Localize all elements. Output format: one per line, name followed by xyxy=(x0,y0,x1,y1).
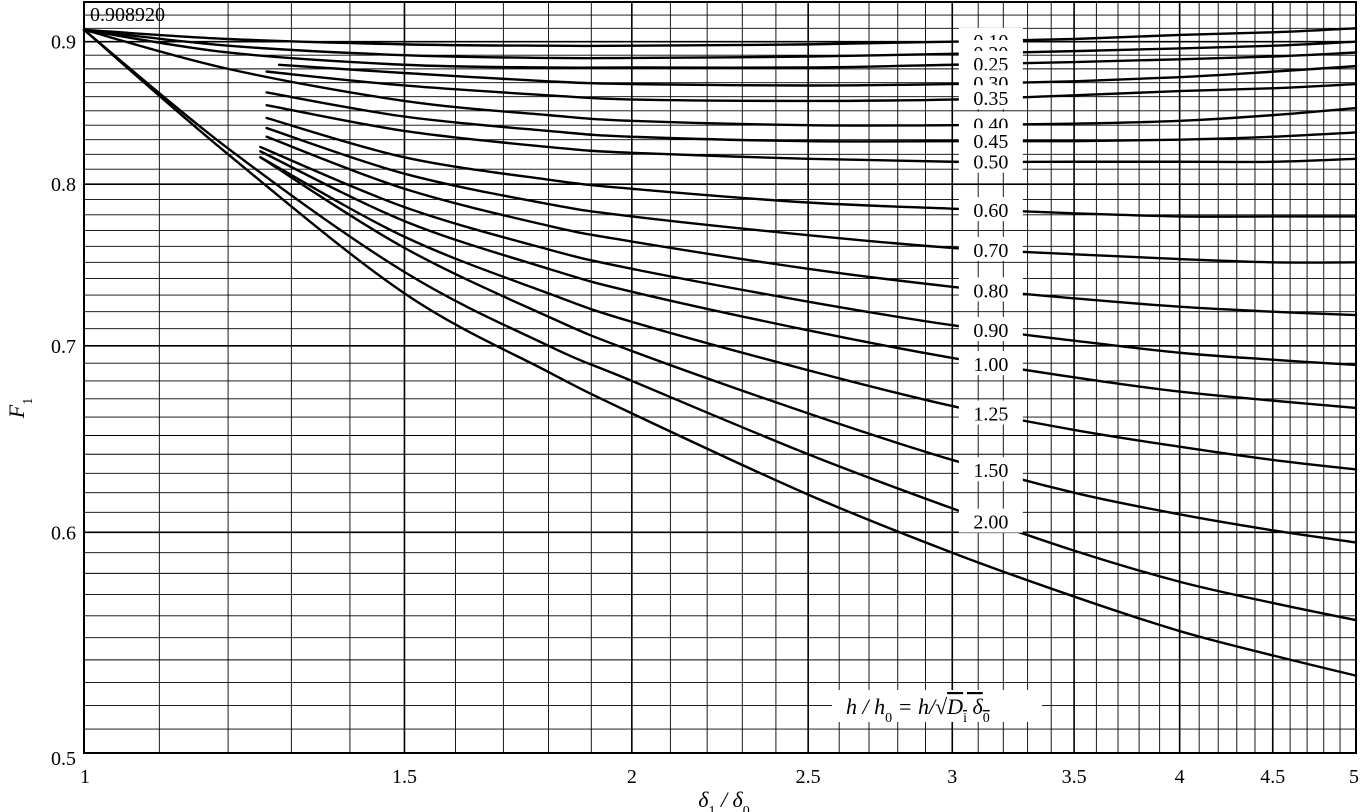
series-label: 0.35 xyxy=(973,88,1008,110)
series-label: 0.60 xyxy=(973,200,1008,222)
series-label: 1.25 xyxy=(973,404,1008,426)
y-tick-label: 0.5 xyxy=(51,748,76,770)
x-tick-label: 4 xyxy=(1175,766,1185,788)
series-line xyxy=(265,91,1358,143)
y-tick-label: 0.9 xyxy=(51,32,76,54)
series-label-bg xyxy=(958,148,1023,173)
plot-frame xyxy=(83,1,1357,754)
curve-labels: 0.100.200.250.300.350.400.450.500.600.70… xyxy=(958,27,1023,534)
series-line xyxy=(265,103,1358,164)
y-tick-label: 0.6 xyxy=(51,522,76,544)
grid xyxy=(83,1,1357,754)
series-line xyxy=(82,28,1358,69)
series-label-bg xyxy=(958,508,1023,533)
series-line xyxy=(82,28,1358,677)
y-axis-title-text: F1 xyxy=(4,398,36,419)
x-tick-label: 4.5 xyxy=(1260,766,1285,788)
series-line xyxy=(259,156,1358,544)
x-tick-label: 1 xyxy=(80,766,90,788)
series-line xyxy=(265,126,1358,264)
series-line xyxy=(265,116,1358,218)
series-label-bg xyxy=(958,128,1023,153)
series-line xyxy=(277,63,1358,87)
series-label: 0.90 xyxy=(973,320,1008,342)
series-line xyxy=(82,28,1358,127)
series-line xyxy=(265,135,1358,317)
x-axis-title: δ1 / δ0 xyxy=(698,787,750,812)
tick-labels: 1 1.5 2 2.5 3 3.5 4 4.5 5 0.5 0.6 0.7 0.8 0.9 xyxy=(51,32,1359,788)
y-axis-title: F1 xyxy=(4,398,36,419)
x-tick-label: 5 xyxy=(1349,766,1359,788)
series-line xyxy=(265,70,1358,103)
y-tick-label: 0.8 xyxy=(51,174,76,196)
series-label-bg xyxy=(958,85,1023,110)
series-line xyxy=(259,150,1358,410)
x-tick-label: 3.5 xyxy=(1062,766,1087,788)
x-tick-label: 2.5 xyxy=(796,766,821,788)
series-line xyxy=(82,28,1358,60)
legend-formula-bg xyxy=(832,690,1042,722)
series-label: 1.50 xyxy=(973,460,1008,482)
series-label-bg xyxy=(958,197,1023,222)
series-label: 0.45 xyxy=(973,131,1008,153)
series-label: 1.00 xyxy=(973,354,1008,376)
series-line xyxy=(82,28,1358,622)
series-label-bg xyxy=(958,236,1023,261)
series-label: 0.70 xyxy=(973,240,1008,262)
series-line xyxy=(259,156,1358,471)
y-tick-label: 0.7 xyxy=(51,336,76,358)
series-label: 2.00 xyxy=(973,512,1008,534)
x-tick-label: 1.5 xyxy=(392,766,417,788)
series-line xyxy=(82,27,1358,48)
curves xyxy=(82,27,1358,677)
series-label: 0.80 xyxy=(973,280,1008,302)
top-left-annotation: 0.908920 xyxy=(90,4,165,26)
series-label-bg xyxy=(958,317,1023,342)
series-label-bg xyxy=(958,457,1023,482)
series-label: 0.50 xyxy=(973,152,1008,174)
series-line xyxy=(259,145,1358,367)
legend-formula: h / h0 = h/√Di δ0 xyxy=(832,690,1042,726)
x-tick-label: 2 xyxy=(627,766,637,788)
series-label-bg xyxy=(958,277,1023,302)
x-tick-label: 3 xyxy=(947,766,957,788)
series-label-bg xyxy=(958,400,1023,425)
series-label-bg xyxy=(958,351,1023,376)
